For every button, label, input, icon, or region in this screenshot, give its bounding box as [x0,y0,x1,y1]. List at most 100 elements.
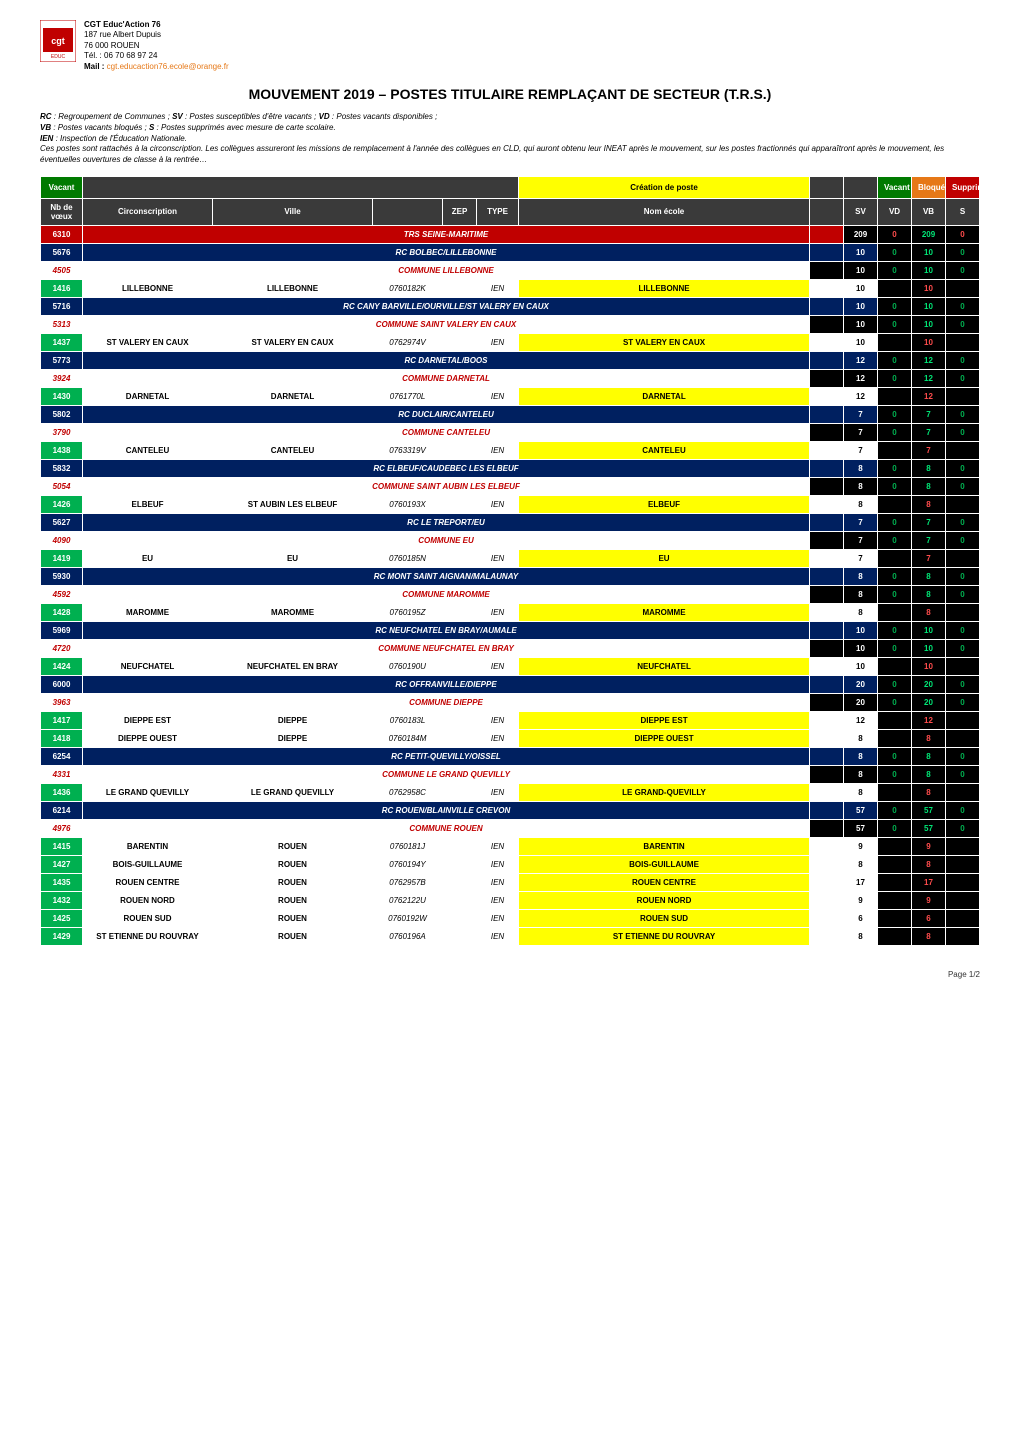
zep-cell [443,657,477,675]
circ-cell: LE GRAND QUEVILLY [83,783,213,801]
vd-cell: 0 [878,819,912,837]
group-label: RC PETIT-QUEVILLY/OISSEL [83,747,810,765]
table-row: 6254RC PETIT-QUEVILLY/OISSEL8080 [41,747,980,765]
nb-voeux: 5313 [41,315,83,333]
sv-cell: 10 [844,315,878,333]
code-cell: 0760196A [373,927,443,945]
sv-cell: 10 [844,297,878,315]
vd-cell: 0 [878,477,912,495]
group-label: RC LE TREPORT/EU [83,513,810,531]
vd-cell: 0 [878,243,912,261]
nb-voeux: 4331 [41,765,83,783]
nomecole-cell: LILLEBONNE [519,279,810,297]
th-zep: ZEP [443,198,477,225]
s-cell: 0 [946,765,980,783]
th-bloque: Bloqué [912,176,946,198]
vb-cell: 12 [912,711,946,729]
s-cell [946,855,980,873]
th-sv: SV [844,198,878,225]
type-cell: IEN [477,657,519,675]
vd-cell [878,855,912,873]
sv-cell: 10 [844,279,878,297]
nomecole-cell: ROUEN CENTRE [519,873,810,891]
nb-voeux: 5054 [41,477,83,495]
th-circ: Circonscription [83,198,213,225]
nb-voeux: 1418 [41,729,83,747]
sv-cell: 20 [844,693,878,711]
s-cell: 0 [946,513,980,531]
s-cell: 0 [946,315,980,333]
ville-cell: ROUEN [213,837,373,855]
table-row: 1425ROUEN SUDROUEN0760192WIENROUEN SUD66 [41,909,980,927]
nb-voeux: 1417 [41,711,83,729]
nomecole-cell: ROUEN NORD [519,891,810,909]
circ-cell: LILLEBONNE [83,279,213,297]
s-cell: 0 [946,621,980,639]
nb-voeux: 6214 [41,801,83,819]
table-row: 6000RC OFFRANVILLE/DIEPPE200200 [41,675,980,693]
type-cell: IEN [477,711,519,729]
sv-cell: 8 [844,603,878,621]
ville-cell: EU [213,549,373,567]
vd-cell [878,873,912,891]
group-label: COMMUNE ROUEN [83,819,810,837]
nomecole-cell: ELBEUF [519,495,810,513]
table-row: 5313COMMUNE SAINT VALERY EN CAUX100100 [41,315,980,333]
type-cell: IEN [477,729,519,747]
vb-cell: 10 [912,297,946,315]
circ-cell: ELBEUF [83,495,213,513]
table-row: 1424NEUFCHATELNEUFCHATEL EN BRAY0760190U… [41,657,980,675]
s-cell: 0 [946,405,980,423]
table-row: 3963COMMUNE DIEPPE200200 [41,693,980,711]
vb-cell: 10 [912,657,946,675]
vb-cell: 57 [912,801,946,819]
zep-cell [443,549,477,567]
sv-cell: 10 [844,261,878,279]
s-cell: 0 [946,531,980,549]
sv-cell: 57 [844,801,878,819]
type-cell: IEN [477,495,519,513]
sv-cell: 10 [844,639,878,657]
table-row: 1438CANTELEUCANTELEU0763319VIENCANTELEU7… [41,441,980,459]
vb-cell: 8 [912,477,946,495]
sv-cell: 12 [844,387,878,405]
nb-voeux: 6000 [41,675,83,693]
code-cell: 0760182K [373,279,443,297]
vb-cell: 17 [912,873,946,891]
s-cell: 0 [946,693,980,711]
mail-link[interactable]: cgt.educaction76.ecole@orange.fr [107,62,229,71]
sv-cell: 8 [844,765,878,783]
nb-voeux: 5969 [41,621,83,639]
vd-cell: 0 [878,369,912,387]
zep-cell [443,855,477,873]
circ-cell: ROUEN CENTRE [83,873,213,891]
org-name: CGT Educ'Action 76 [84,20,229,30]
nomecole-cell: BOIS-GUILLAUME [519,855,810,873]
sv-cell: 10 [844,621,878,639]
nb-voeux: 5676 [41,243,83,261]
vb-cell: 20 [912,675,946,693]
ville-cell: DIEPPE [213,711,373,729]
nb-voeux: 1436 [41,783,83,801]
table-body: 6310TRS SEINE-MARITIME209020905676RC BOL… [41,225,980,945]
table-row: 4090COMMUNE EU7070 [41,531,980,549]
nb-voeux: 1435 [41,873,83,891]
nomecole-cell: ST ETIENNE DU ROUVRAY [519,927,810,945]
vb-cell: 10 [912,333,946,351]
vb-cell: 8 [912,927,946,945]
circ-cell: EU [83,549,213,567]
vb-cell: 9 [912,837,946,855]
vb-cell: 20 [912,693,946,711]
sv-cell: 8 [844,783,878,801]
table-row: 5773RC DARNETAL/BOOS120120 [41,351,980,369]
vd-cell [878,441,912,459]
th-vacant2: Vacant [878,176,912,198]
group-label: COMMUNE CANTELEU [83,423,810,441]
nb-voeux: 3963 [41,693,83,711]
sv-cell: 8 [844,495,878,513]
zep-cell [443,891,477,909]
table-row: 1427BOIS-GUILLAUMEROUEN0760194YIENBOIS-G… [41,855,980,873]
code-cell: 0760192W [373,909,443,927]
table-row: 3924COMMUNE DARNETAL120120 [41,369,980,387]
s-cell: 0 [946,801,980,819]
